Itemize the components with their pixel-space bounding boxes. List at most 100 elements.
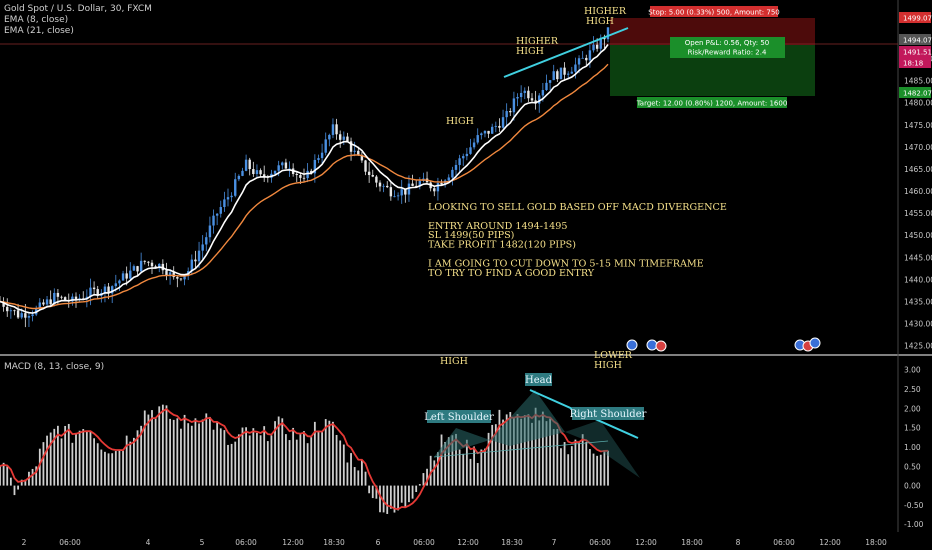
candle-body bbox=[168, 272, 172, 276]
histogram-bar bbox=[277, 416, 280, 486]
head-and-shoulders-pattern[interactable] bbox=[433, 390, 640, 478]
note-line: ENTRY AROUND 1494-1495 bbox=[428, 221, 567, 232]
left-shoulder-label-box bbox=[427, 410, 491, 423]
candle-body bbox=[342, 136, 346, 140]
ema-fast-legend[interactable]: EMA (8, close) bbox=[4, 15, 69, 25]
histogram-bar bbox=[259, 435, 262, 486]
candle-body bbox=[451, 169, 454, 178]
head-shape bbox=[490, 390, 565, 446]
candle-body bbox=[501, 117, 505, 128]
target-label: Target: 12.00 (0.80%) 1200, Amount: 1600 bbox=[636, 100, 788, 108]
histogram-bar bbox=[288, 440, 291, 486]
candle-body bbox=[194, 259, 197, 262]
histogram-bar bbox=[480, 449, 483, 486]
histogram-bar bbox=[223, 430, 226, 486]
candle-body bbox=[9, 310, 13, 312]
time-tick-label: 12:00 bbox=[635, 538, 657, 547]
event-icons bbox=[626, 337, 821, 352]
histogram-bar bbox=[592, 453, 595, 486]
event-icon[interactable] bbox=[626, 339, 638, 351]
candle-body bbox=[74, 296, 78, 300]
histogram-bar bbox=[64, 425, 67, 486]
candle-body bbox=[110, 286, 114, 294]
event-icon[interactable] bbox=[646, 339, 658, 351]
histogram-bar bbox=[368, 485, 371, 494]
time-tick-label: 12:00 bbox=[457, 538, 479, 547]
histogram-bar bbox=[570, 446, 573, 486]
macd-histogram bbox=[0, 404, 609, 514]
event-icon[interactable] bbox=[809, 337, 821, 349]
time-tick-label: 2 bbox=[22, 538, 27, 547]
candle-body bbox=[349, 141, 353, 152]
histogram-bar bbox=[53, 428, 56, 486]
histogram-bar bbox=[75, 433, 77, 486]
price-tick-label: 1485.00 bbox=[904, 77, 932, 86]
ema-slow-legend[interactable]: EMA (21, close) bbox=[4, 26, 74, 36]
candle-body bbox=[357, 150, 360, 156]
right-shoulder-label: Right Shoulder bbox=[570, 409, 647, 420]
candle-body bbox=[284, 162, 288, 169]
candle-body bbox=[487, 130, 490, 134]
candle-body bbox=[566, 73, 570, 75]
macd-legend[interactable]: MACD (8, 13, close, 9) bbox=[4, 362, 105, 372]
histogram-bar bbox=[408, 485, 410, 503]
candle-body bbox=[114, 283, 118, 287]
candle-body bbox=[407, 183, 411, 195]
histogram-bar bbox=[545, 421, 548, 486]
right-shoulder-shape bbox=[565, 420, 640, 478]
candle-body bbox=[595, 44, 599, 49]
price-tag-box bbox=[899, 57, 931, 68]
histogram-bar bbox=[556, 429, 559, 486]
candle-body bbox=[71, 296, 74, 302]
symbol-title[interactable]: Gold Spot / U.S. Dollar, 30, FXCM bbox=[4, 4, 152, 14]
histogram-bar bbox=[169, 418, 171, 486]
histogram-bar bbox=[205, 413, 208, 486]
histogram-bar bbox=[498, 409, 501, 486]
histogram-bar bbox=[252, 428, 255, 486]
candle-body bbox=[530, 98, 534, 101]
candle-body bbox=[599, 37, 602, 49]
candle-body bbox=[603, 37, 606, 40]
candle-body bbox=[244, 159, 248, 171]
histogram-bar bbox=[534, 407, 537, 486]
histogram-bar bbox=[230, 443, 233, 486]
histogram-bar bbox=[31, 468, 34, 486]
histogram-bar bbox=[393, 485, 396, 513]
time-tick-label: 12:00 bbox=[819, 538, 841, 547]
histogram-bar bbox=[484, 448, 486, 486]
candle-body bbox=[364, 160, 367, 172]
histogram-bar bbox=[60, 438, 63, 486]
head-label: Head bbox=[525, 375, 553, 386]
chart-legend[interactable]: Gold Spot / U.S. Dollar, 30, FXCM EMA (8… bbox=[4, 4, 152, 37]
candle-body bbox=[139, 260, 143, 272]
candle-body bbox=[483, 130, 487, 134]
candle-body bbox=[458, 158, 461, 165]
candle-body bbox=[252, 169, 255, 175]
histogram-bar bbox=[516, 414, 519, 486]
histogram-bar bbox=[560, 448, 562, 486]
candle-body bbox=[545, 82, 548, 91]
stop-label: Stop: 5.00 (0.33%) 500, Amount: 750 bbox=[648, 9, 780, 17]
histogram-bar bbox=[201, 419, 204, 486]
time-tick-label: 18:00 bbox=[681, 538, 703, 547]
histogram-bar bbox=[469, 458, 472, 486]
histogram-bar bbox=[491, 424, 494, 486]
time-tick-label: 8 bbox=[736, 538, 741, 547]
candle-body bbox=[548, 80, 552, 83]
histogram-bar bbox=[447, 437, 450, 486]
histogram-bar bbox=[313, 421, 316, 486]
time-tick-label: 18:30 bbox=[501, 538, 523, 547]
histogram-bar bbox=[538, 420, 541, 486]
rr-label: Risk/Reward Ratio: 2.4 bbox=[688, 49, 767, 57]
histogram-bar bbox=[190, 425, 193, 486]
candle-body bbox=[396, 195, 400, 197]
candle-body bbox=[360, 155, 364, 161]
higher-high-trendline[interactable] bbox=[503, 27, 629, 78]
candle-body bbox=[324, 139, 327, 153]
histogram-bar bbox=[17, 485, 19, 490]
histogram-bar bbox=[527, 414, 530, 486]
event-icon[interactable] bbox=[655, 340, 667, 352]
candle-body bbox=[404, 189, 407, 195]
histogram-bar bbox=[342, 444, 345, 486]
